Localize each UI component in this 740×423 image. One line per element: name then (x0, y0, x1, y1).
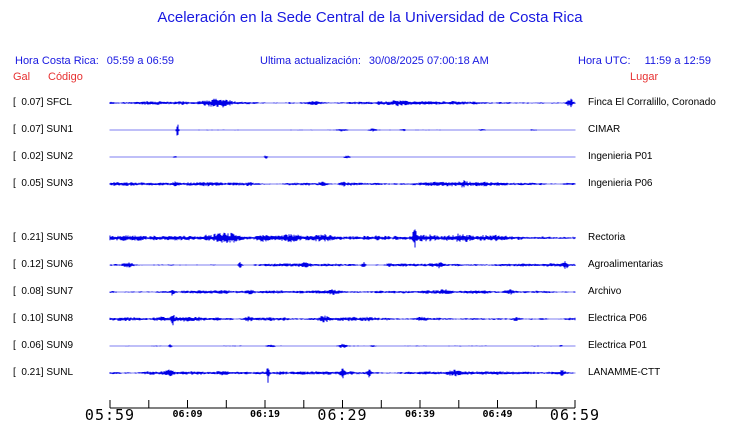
station-place: CIMAR (588, 124, 621, 135)
station-place: Electrica P06 (588, 313, 647, 324)
station-trace (109, 289, 576, 296)
station-row: [ 0.07] SFCL Finca El Corralillo, Corona… (0, 90, 740, 116)
axis-tick-label: 06:59 (549, 406, 601, 423)
station-place: LANAMME-CTT (588, 367, 661, 378)
station-gal-code: [ 0.07] SUN1 (13, 124, 74, 135)
station-trace (109, 343, 576, 348)
utc-time-range: Hora UTC: 11:59 a 12:59 (578, 55, 711, 67)
station-trace (109, 98, 576, 108)
column-header-gal: Gal (13, 71, 31, 83)
station-gal-code: [ 0.21] SUN5 (13, 232, 74, 243)
station-place: Ingenieria P06 (588, 178, 653, 189)
station-place: Archivo (588, 286, 622, 297)
station-trace (109, 315, 576, 326)
local-time-label: Hora Costa Rica: (15, 55, 99, 67)
local-time-range: Hora Costa Rica: 05:59 a 06:59 (15, 55, 174, 67)
station-gal-code: [ 0.10] SUN8 (13, 313, 74, 324)
utc-time-label: Hora UTC: (578, 55, 631, 67)
axis-tick-label: 06:39 (404, 409, 436, 420)
axis-tick-label: 06:19 (249, 409, 281, 420)
last-update-value: 30/08/2025 07:00:18 AM (368, 55, 489, 67)
station-place: Finca El Corralillo, Coronado (588, 97, 716, 108)
station-row: [ 0.02] SUN2 Ingenieria P01 (0, 144, 740, 170)
station-gal-code: [ 0.12] SUN6 (13, 259, 74, 270)
station-row: [ 0.08] SUN7 Archivo (0, 279, 740, 305)
station-row: [ 0.05] SUN3 Ingenieria P06 (0, 171, 740, 197)
station-row: [ 0.21] SUN5 Rectoria (0, 225, 740, 251)
station-gal-code: [ 0.07] SFCL (13, 97, 72, 108)
station-row: [ 0.07] SUN1 CIMAR (0, 117, 740, 143)
station-trace (109, 124, 576, 136)
station-trace (109, 180, 576, 188)
station-row: [ 0.10] SUN8 Electrica P06 (0, 306, 740, 332)
axis-tick-label: 06:09 (172, 409, 203, 420)
station-place: Ingenieria P01 (588, 151, 653, 162)
axis-tick-label: 06:49 (482, 409, 513, 420)
station-row: [ 0.06] SUN9 Electrica P01 (0, 333, 740, 359)
station-gal-code: [ 0.02] SUN2 (13, 151, 74, 162)
column-header-lugar: Lugar (630, 71, 659, 83)
station-trace (109, 261, 576, 269)
station-row: [ 0.12] SUN6 Agroalimentarias (0, 252, 740, 278)
station-row: [ 0.21] SUNL LANAMME-CTT (0, 360, 740, 386)
station-trace (109, 155, 576, 159)
station-gal-code: [ 0.06] SUN9 (13, 340, 74, 351)
station-trace (109, 368, 576, 383)
station-place: Electrica P01 (588, 340, 647, 351)
station-gal-code: [ 0.05] SUN3 (13, 178, 74, 189)
station-gal-code: [ 0.21] SUNL (13, 367, 74, 378)
axis-tick-label: 05:59 (84, 406, 136, 423)
axis-tick-label: 06:29 (317, 406, 368, 423)
time-axis (109, 400, 576, 409)
station-place: Rectoria (588, 232, 626, 243)
page-title: Aceleración en la Sede Central de la Uni… (157, 9, 583, 26)
local-time-value: 05:59 a 06:59 (106, 55, 175, 67)
last-update: Ultima actualización: 30/08/2025 07:00:18… (260, 55, 489, 67)
station-place: Agroalimentarias (588, 259, 664, 270)
last-update-label: Ultima actualización: (260, 55, 361, 67)
station-trace (109, 229, 576, 248)
column-header-codigo: Código (48, 71, 83, 83)
station-gal-code: [ 0.08] SUN7 (13, 286, 74, 297)
utc-time-value: 11:59 a 12:59 (644, 55, 712, 67)
